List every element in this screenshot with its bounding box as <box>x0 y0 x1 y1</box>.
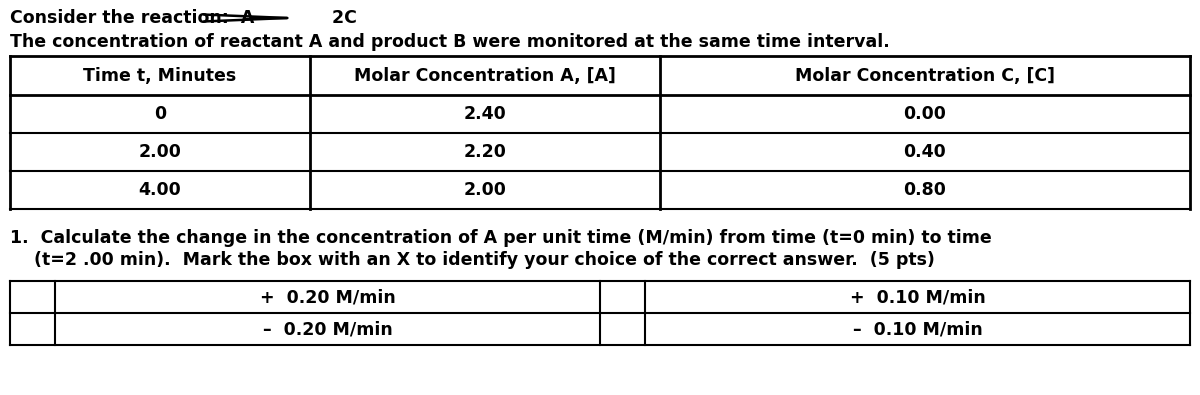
Text: 2.00: 2.00 <box>463 181 506 199</box>
Text: 0.00: 0.00 <box>904 105 947 123</box>
Text: Consider the reaction:  A: Consider the reaction: A <box>10 9 260 27</box>
Text: 0.40: 0.40 <box>904 143 947 161</box>
Text: –  0.20 M/min: – 0.20 M/min <box>263 320 392 338</box>
Text: Molar Concentration A, [A]: Molar Concentration A, [A] <box>354 66 616 85</box>
Text: Time t, Minutes: Time t, Minutes <box>83 66 236 85</box>
Text: +  0.20 M/min: + 0.20 M/min <box>259 288 395 306</box>
Text: 2.40: 2.40 <box>463 105 506 123</box>
Text: The concentration of reactant A and product B were monitored at the same time in: The concentration of reactant A and prod… <box>10 33 889 51</box>
Text: (t=2 .00 min).  Mark the box with an X to identify your choice of the correct an: (t=2 .00 min). Mark the box with an X to… <box>10 251 935 269</box>
Text: Molar Concentration C, [C]: Molar Concentration C, [C] <box>796 66 1055 85</box>
Text: 0.80: 0.80 <box>904 181 947 199</box>
Text: 2C: 2C <box>326 9 356 27</box>
Text: 0: 0 <box>154 105 166 123</box>
Text: 4.00: 4.00 <box>139 181 181 199</box>
Text: –  0.10 M/min: – 0.10 M/min <box>853 320 983 338</box>
Text: 1.  Calculate the change in the concentration of A per unit time (M/min) from ti: 1. Calculate the change in the concentra… <box>10 229 991 247</box>
Text: 2.00: 2.00 <box>138 143 181 161</box>
Text: +  0.10 M/min: + 0.10 M/min <box>850 288 985 306</box>
Text: 2.20: 2.20 <box>463 143 506 161</box>
